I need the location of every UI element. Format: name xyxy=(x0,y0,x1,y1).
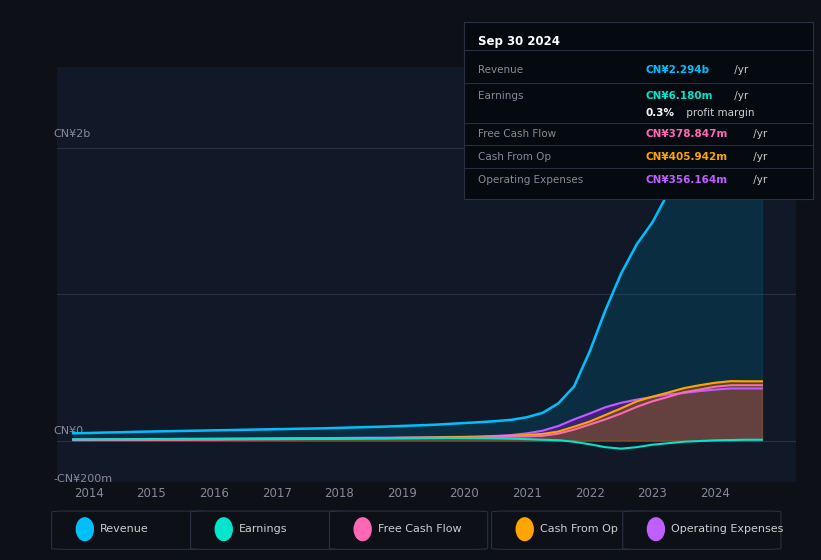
Text: /yr: /yr xyxy=(750,152,768,162)
Text: CN¥356.164m: CN¥356.164m xyxy=(645,175,727,185)
FancyBboxPatch shape xyxy=(329,511,488,549)
Ellipse shape xyxy=(215,518,232,540)
Text: Earnings: Earnings xyxy=(239,524,287,534)
Text: -CN¥200m: -CN¥200m xyxy=(54,474,113,484)
Text: Revenue: Revenue xyxy=(478,65,523,75)
Ellipse shape xyxy=(648,518,664,540)
Text: CN¥0: CN¥0 xyxy=(54,427,84,436)
Ellipse shape xyxy=(516,518,533,540)
Text: Revenue: Revenue xyxy=(100,524,149,534)
FancyBboxPatch shape xyxy=(190,511,349,549)
Text: CN¥2.294b: CN¥2.294b xyxy=(645,65,709,75)
Text: CN¥378.847m: CN¥378.847m xyxy=(645,129,727,139)
Text: Free Cash Flow: Free Cash Flow xyxy=(478,129,556,139)
Text: CN¥2b: CN¥2b xyxy=(54,129,91,139)
Text: /yr: /yr xyxy=(750,129,768,139)
FancyBboxPatch shape xyxy=(52,511,210,549)
Text: Operating Expenses: Operating Expenses xyxy=(478,175,583,185)
Text: 0.3%: 0.3% xyxy=(645,108,674,118)
Text: /yr: /yr xyxy=(732,91,749,101)
Text: CN¥405.942m: CN¥405.942m xyxy=(645,152,727,162)
Text: Sep 30 2024: Sep 30 2024 xyxy=(478,35,560,48)
Text: CN¥6.180m: CN¥6.180m xyxy=(645,91,713,101)
Text: profit margin: profit margin xyxy=(684,108,755,118)
Text: Earnings: Earnings xyxy=(478,91,523,101)
Text: Cash From Op: Cash From Op xyxy=(540,524,618,534)
Text: Operating Expenses: Operating Expenses xyxy=(672,524,784,534)
Text: /yr: /yr xyxy=(750,175,768,185)
Ellipse shape xyxy=(76,518,94,540)
FancyBboxPatch shape xyxy=(492,511,649,549)
Ellipse shape xyxy=(354,518,371,540)
Text: /yr: /yr xyxy=(732,65,749,75)
FancyBboxPatch shape xyxy=(623,511,781,549)
Text: Cash From Op: Cash From Op xyxy=(478,152,551,162)
Text: Free Cash Flow: Free Cash Flow xyxy=(378,524,461,534)
